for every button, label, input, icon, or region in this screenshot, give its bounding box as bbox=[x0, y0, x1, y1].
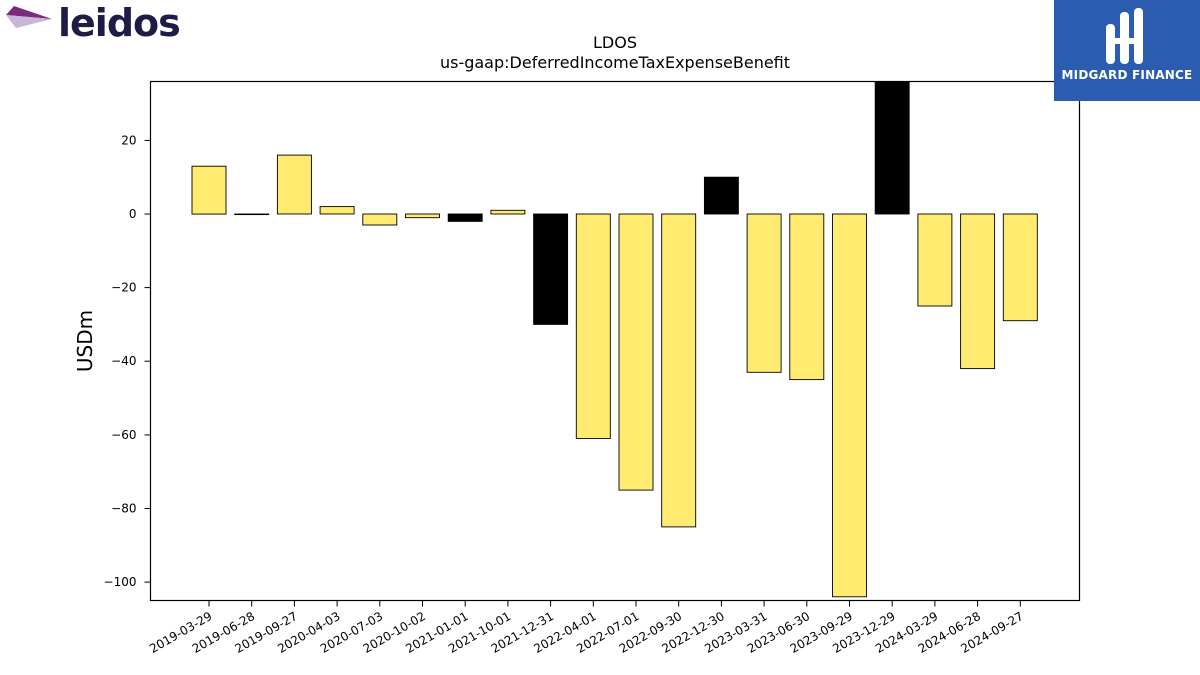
bar-2022-04-01 bbox=[575, 213, 611, 439]
bar-2023-09-29 bbox=[832, 213, 867, 598]
bar-2019-06-28 bbox=[234, 213, 270, 216]
midgard-logo-icon bbox=[1106, 8, 1143, 64]
y-axis-label: USDm bbox=[73, 310, 97, 372]
y-tick-label: −60 bbox=[111, 428, 136, 442]
bar-2024-03-29 bbox=[917, 213, 953, 307]
y-tick-label: 0 bbox=[129, 207, 137, 221]
bar-2021-12-31 bbox=[533, 213, 569, 325]
bar-2022-12-30 bbox=[703, 176, 739, 215]
bar-2020-04-03 bbox=[319, 206, 355, 215]
bar-2020-07-03 bbox=[362, 213, 398, 226]
y-tick-label: −20 bbox=[111, 281, 136, 295]
chart-subtitle: us-gaap:DeferredIncomeTaxExpenseBenefit bbox=[440, 53, 790, 72]
bar-2019-03-29 bbox=[191, 165, 227, 215]
y-tick-label: −80 bbox=[111, 502, 136, 516]
bar-2019-09-27 bbox=[276, 154, 312, 215]
bar-2023-12-29 bbox=[874, 81, 910, 215]
midgard-finance-name: MIDGARD FINANCE bbox=[1061, 68, 1193, 82]
bar-2021-10-01 bbox=[490, 209, 526, 215]
bar-2022-07-01 bbox=[618, 213, 654, 491]
bar-2022-09-30 bbox=[661, 213, 697, 528]
leidos-swoosh-icon bbox=[6, 6, 52, 28]
chart-title: LDOS bbox=[593, 33, 637, 52]
plot-frame bbox=[149, 80, 1081, 602]
leidos-wordmark: leidos bbox=[58, 1, 181, 45]
bar-2023-03-31 bbox=[746, 213, 782, 373]
bar-2024-06-28 bbox=[960, 213, 996, 370]
bar-2021-01-01 bbox=[447, 213, 483, 222]
leidos-logo: leidos bbox=[6, 1, 181, 48]
bar-2020-10-02 bbox=[405, 213, 440, 219]
y-tick-label: −40 bbox=[111, 354, 136, 368]
y-tick-label: 20 bbox=[121, 133, 136, 147]
y-tick-label: −100 bbox=[104, 575, 137, 589]
bar-2023-06-30 bbox=[789, 213, 825, 381]
bar-2024-09-27 bbox=[1002, 213, 1038, 322]
midgard-finance-badge: MIDGARD FINANCE bbox=[1054, 0, 1200, 101]
